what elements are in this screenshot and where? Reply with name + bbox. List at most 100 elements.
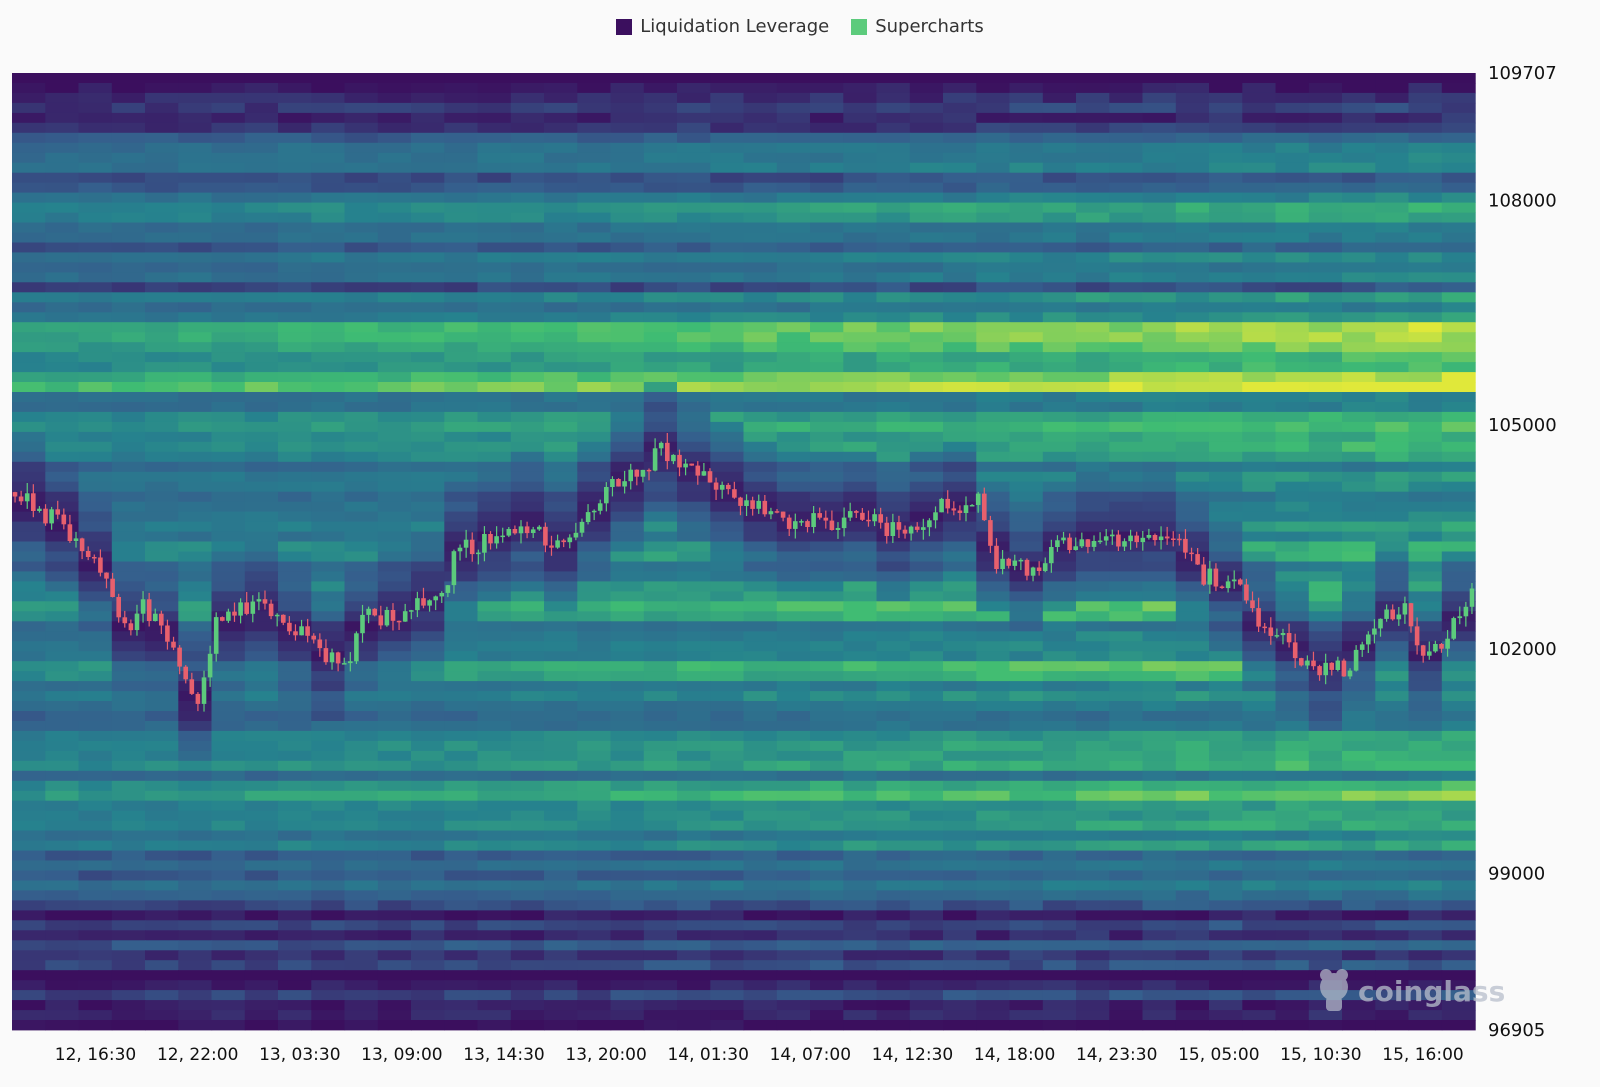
- heatmap-cell: [178, 980, 213, 991]
- heatmap-cell: [377, 850, 412, 861]
- heatmap-cell: [1275, 770, 1310, 782]
- heatmap-cell: [643, 850, 678, 861]
- heatmap-cell: [909, 950, 944, 961]
- heatmap-cell: [1142, 83, 1177, 94]
- heatmap-cell: [909, 750, 944, 762]
- heatmap-cell: [1175, 571, 1210, 582]
- heatmap-cell: [610, 541, 645, 552]
- heatmap-cell: [677, 810, 711, 822]
- heatmap-cell: [1042, 132, 1077, 144]
- heatmap-cell: [377, 402, 412, 413]
- heatmap-cell: [278, 661, 312, 672]
- heatmap-cell: [211, 212, 246, 223]
- heatmap-cell: [843, 730, 878, 742]
- heatmap-cell: [909, 641, 944, 652]
- heatmap-cell: [477, 830, 512, 841]
- heatmap-cell: [843, 182, 878, 194]
- heatmap-cell: [1142, 711, 1177, 722]
- heatmap-cell: [78, 711, 113, 722]
- heatmap-cell: [1209, 382, 1243, 393]
- candle-up: [433, 596, 438, 601]
- heatmap-cell: [278, 800, 312, 812]
- heatmap-cell: [244, 900, 279, 911]
- heatmap-cell: [544, 83, 578, 94]
- heatmap-cell: [1042, 142, 1077, 154]
- heatmap-cell: [178, 651, 213, 662]
- candle-up: [24, 493, 30, 502]
- heatmap-cell: [444, 73, 479, 84]
- heatmap-cell: [477, 1010, 512, 1021]
- heatmap-cell: [1242, 92, 1277, 104]
- heatmap-cell: [145, 322, 179, 333]
- heatmap-cell: [344, 870, 379, 881]
- candle-up: [207, 653, 213, 678]
- heatmap-cell: [1109, 491, 1144, 503]
- legend-item-liquidation-leverage[interactable]: Liquidation Leverage: [616, 16, 829, 37]
- heatmap-cell: [78, 441, 113, 453]
- heatmap-cell: [1042, 711, 1077, 722]
- heatmap-cell: [1175, 740, 1210, 752]
- heatmap-cell: [1076, 441, 1110, 453]
- heatmap-cell: [377, 870, 412, 881]
- heatmap-cell: [643, 721, 678, 732]
- heatmap-cell: [1076, 840, 1110, 851]
- heatmap-cell: [909, 132, 944, 144]
- heatmap-cell: [477, 282, 512, 293]
- heatmap-cell: [510, 282, 545, 293]
- heatmap-cell: [411, 850, 445, 861]
- heatmap-cell: [1342, 990, 1376, 1001]
- legend-item-supercharts[interactable]: Supercharts: [851, 16, 984, 37]
- heatmap-cell: [477, 471, 512, 483]
- heatmap-cell: [976, 92, 1011, 104]
- heatmap-cell: [710, 900, 745, 911]
- heatmap-cell: [1076, 292, 1110, 303]
- heatmap-cell: [444, 800, 479, 812]
- heatmap-cell: [1109, 142, 1144, 154]
- heatmap-cell: [1242, 711, 1277, 722]
- heatmap-cell: [1342, 461, 1376, 473]
- heatmap-cell: [178, 392, 213, 403]
- heatmap-cell: [876, 870, 911, 881]
- heatmap-cell: [643, 880, 678, 891]
- heatmap-cell: [1408, 810, 1443, 822]
- heatmap-cell: [45, 681, 80, 692]
- heatmap-cell: [111, 561, 146, 572]
- heatmap-cell: [743, 451, 778, 463]
- heatmap-cell: [1042, 681, 1077, 692]
- heatmap-cell: [909, 671, 944, 682]
- heatmap-cell: [510, 900, 545, 911]
- heatmap-cell: [843, 601, 878, 612]
- heatmap-cell: [544, 152, 578, 164]
- heatmap-cell: [1042, 890, 1077, 901]
- heatmap-cell: [1175, 122, 1210, 134]
- heatmap-cell: [411, 232, 445, 243]
- heatmap-cell: [1175, 451, 1210, 463]
- heatmap-cell: [78, 421, 113, 433]
- heatmap-cell: [776, 122, 811, 134]
- heatmap-cell: [1375, 102, 1410, 114]
- heatmap-cell: [1076, 1010, 1110, 1021]
- heatmap-cell: [145, 621, 179, 632]
- heatmap-cell: [244, 960, 279, 971]
- heatmap-cell: [1175, 1000, 1210, 1011]
- heatmap-cell: [78, 591, 113, 602]
- heatmap-cell: [477, 890, 512, 901]
- heatmap-cell: [776, 1010, 811, 1021]
- x-tick-label: 12, 16:30: [55, 1045, 136, 1065]
- heatmap-cell: [776, 760, 811, 772]
- heatmap-cell: [1308, 621, 1343, 632]
- heatmap-cell: [1375, 411, 1410, 423]
- heatmap-cell: [1342, 342, 1376, 353]
- heatmap-cell: [610, 571, 645, 582]
- heatmap-cell: [1109, 681, 1144, 692]
- heatmap-cell: [211, 102, 246, 114]
- heatmap-cell: [444, 252, 479, 263]
- heatmap-cell: [544, 860, 578, 871]
- heatmap-cell: [610, 162, 645, 174]
- heatmap-cell: [677, 212, 711, 223]
- heatmap-cell: [1042, 362, 1077, 373]
- heatmap-cell: [178, 182, 213, 194]
- heatmap-cell: [78, 730, 113, 742]
- heatmap-cell: [1076, 262, 1110, 273]
